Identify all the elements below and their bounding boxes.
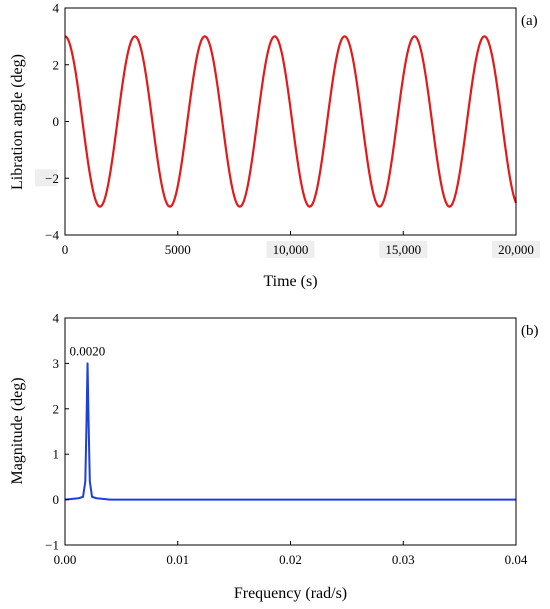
b-y-tick-label: −1: [45, 538, 59, 553]
b-peak-frequency-label: 0.0020: [70, 343, 106, 358]
b-y-tick-label: 4: [53, 311, 60, 326]
b-x-tick-label: 0.02: [279, 552, 302, 567]
b-x-tick-label: 0.04: [505, 552, 528, 567]
a-x-tick-label: 20,000: [498, 242, 534, 257]
a-y-axis-title: Libration angle (deg): [9, 54, 26, 190]
a-panel-label: (a): [521, 13, 538, 29]
a-axis-ticks: 0 5000 10,000 15,000 20,000 4 2 0 −2 −4: [45, 1, 534, 258]
b-x-tick-label: 0.03: [392, 552, 415, 567]
a-x-tick-label: 10,000: [273, 242, 309, 257]
b-y-tick-label: 0: [53, 492, 60, 507]
b-x-tick-label: 0.00: [54, 552, 77, 567]
a-y-tick-label: 0: [53, 114, 60, 129]
b-x-axis-title: Frequency (rad/s): [234, 585, 347, 602]
b-x-tick-label: 0.01: [166, 552, 189, 567]
b-plot-frame: [64, 317, 517, 546]
a-x-tick-bg: [266, 241, 315, 258]
a-x-tick-bg: [492, 241, 540, 258]
a-x-tick-label: 0: [62, 242, 69, 257]
b-y-tick-label: 1: [53, 447, 60, 462]
panel-b-magnitude-frequency: 0.00 0.01 0.02 0.03 0.04 4 3 2 1 0 −1 0.0020 Frequ…: [9, 311, 539, 603]
a-x-tick-label: 5000: [165, 242, 191, 257]
a-y-tick-label: 4: [53, 1, 60, 16]
b-y-tick-label: 3: [53, 356, 60, 371]
a-x-tick-label: 15,000: [385, 242, 421, 257]
a-x-axis-title: Time (s): [263, 273, 317, 290]
a-y-tick-label: −2: [45, 171, 59, 186]
b-y-axis-title: Magnitude (deg): [9, 377, 26, 484]
b-magnitude-series-line: [64, 362, 516, 501]
a-x-tick-bg: [379, 241, 428, 258]
a-plot-frame: [64, 7, 517, 236]
b-y-tick-label: 2: [53, 401, 60, 416]
a-y-tick-label: −4: [45, 228, 59, 243]
a-y-tick-label: 2: [53, 57, 60, 72]
a-libration-series-line: [64, 35, 518, 208]
b-panel-label: (b): [521, 323, 539, 339]
a-tick-backgrounds: [35, 169, 540, 258]
b-axis-ticks: 0.00 0.01 0.02 0.03 0.04 4 3 2 1 0 −1: [45, 311, 528, 568]
a-y-tick-bg: [35, 169, 57, 187]
